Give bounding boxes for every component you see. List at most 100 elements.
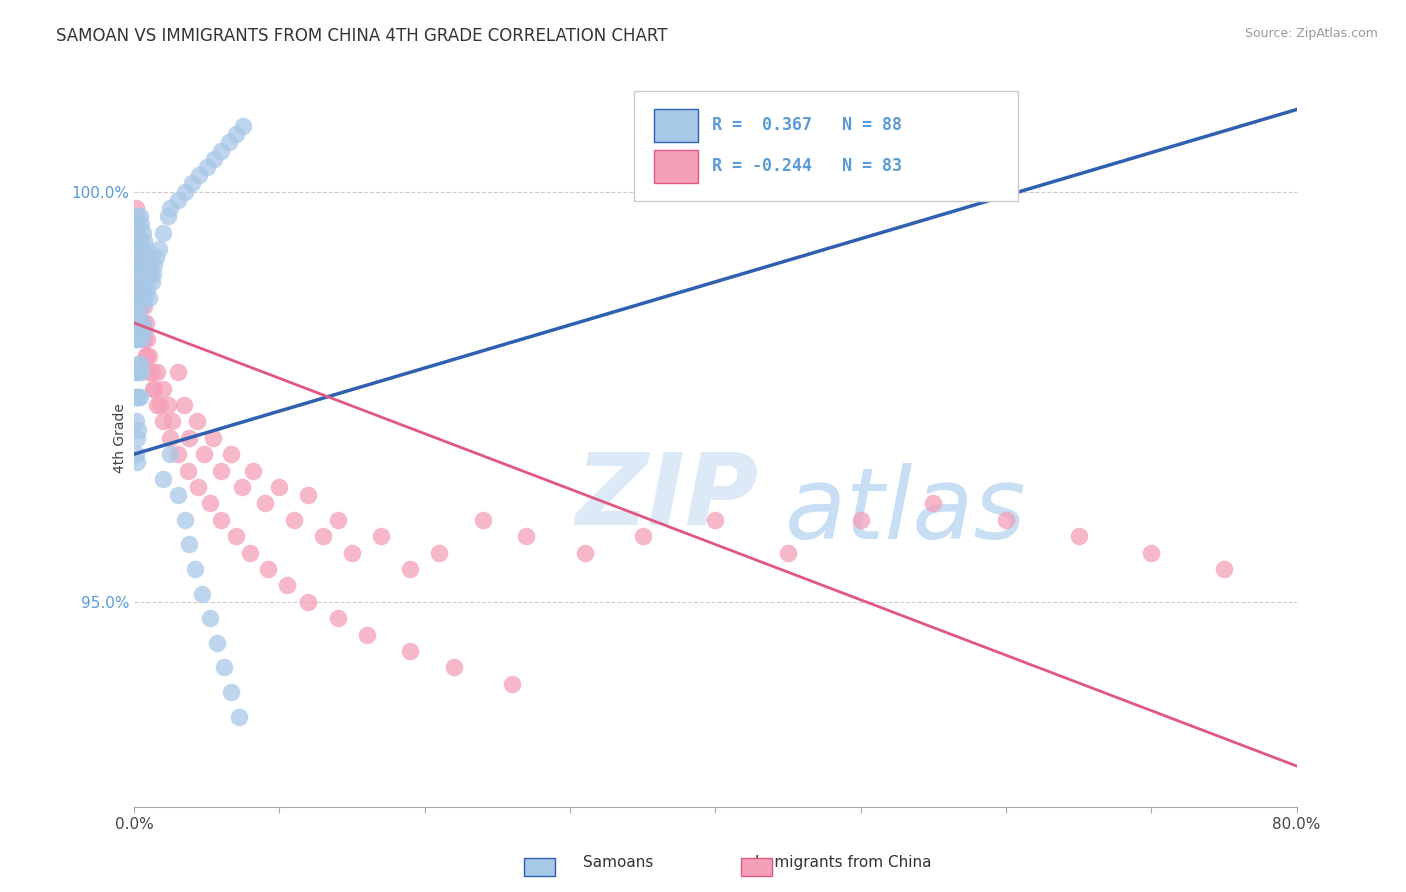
Point xyxy=(141,275,163,289)
Point xyxy=(269,480,291,494)
Point xyxy=(127,267,149,281)
Point xyxy=(209,513,232,527)
Point xyxy=(1067,529,1090,543)
Point xyxy=(129,357,152,371)
Text: SAMOAN VS IMMIGRANTS FROM CHINA 4TH GRADE CORRELATION CHART: SAMOAN VS IMMIGRANTS FROM CHINA 4TH GRAD… xyxy=(56,27,668,45)
Point xyxy=(141,365,163,379)
Point xyxy=(131,300,153,314)
Point xyxy=(129,316,152,330)
Point xyxy=(188,168,211,182)
Point xyxy=(152,382,174,396)
Point xyxy=(994,513,1017,527)
Point xyxy=(129,209,152,223)
Point xyxy=(124,267,146,281)
Point xyxy=(143,382,166,396)
Point xyxy=(125,209,148,223)
Point xyxy=(136,283,159,297)
Point xyxy=(146,365,169,379)
Point xyxy=(138,259,160,273)
Point xyxy=(209,144,232,158)
Point xyxy=(201,431,224,445)
Point xyxy=(186,414,208,428)
Point xyxy=(152,414,174,428)
Point xyxy=(187,480,209,494)
Point xyxy=(253,496,276,510)
Point xyxy=(127,234,149,248)
Point xyxy=(198,496,221,510)
Point xyxy=(131,365,153,379)
Point xyxy=(179,537,201,551)
Point xyxy=(231,480,253,494)
Point xyxy=(166,365,188,379)
Text: R = -0.244   N = 83: R = -0.244 N = 83 xyxy=(711,157,901,175)
Point xyxy=(131,242,153,256)
Point xyxy=(125,234,148,248)
Point xyxy=(127,423,149,437)
Point xyxy=(704,513,727,527)
Point xyxy=(370,529,392,543)
Point xyxy=(124,414,146,428)
Point xyxy=(326,513,349,527)
Point xyxy=(129,234,152,248)
Point xyxy=(184,562,207,576)
Point xyxy=(134,300,156,314)
Point xyxy=(131,218,153,232)
Point xyxy=(134,259,156,273)
Text: ZIP: ZIP xyxy=(576,449,759,545)
Point xyxy=(131,300,153,314)
Point xyxy=(135,242,157,256)
Point xyxy=(574,546,596,560)
Point xyxy=(132,226,155,240)
Point xyxy=(135,275,157,289)
Point xyxy=(124,234,146,248)
Point xyxy=(202,152,225,166)
Point xyxy=(127,357,149,371)
Point xyxy=(129,259,152,273)
Point xyxy=(124,365,146,379)
Point xyxy=(356,628,378,642)
Point xyxy=(326,611,349,625)
Point xyxy=(132,283,155,297)
Point xyxy=(127,267,149,281)
Point xyxy=(125,283,148,297)
Point xyxy=(256,562,278,576)
Point xyxy=(142,267,165,281)
Point xyxy=(138,365,160,379)
Point xyxy=(134,234,156,248)
Point xyxy=(179,431,201,445)
Point xyxy=(212,660,235,674)
Point xyxy=(129,250,152,264)
Point xyxy=(125,390,148,404)
Point xyxy=(443,660,465,674)
Point xyxy=(138,349,160,363)
Point xyxy=(124,267,146,281)
Point xyxy=(129,390,152,404)
Point xyxy=(340,546,363,560)
Point xyxy=(125,218,148,232)
Point xyxy=(501,677,523,691)
Point xyxy=(399,644,422,658)
Point xyxy=(138,291,160,305)
Point xyxy=(124,332,146,346)
Point xyxy=(145,250,167,264)
Point xyxy=(177,464,200,478)
FancyBboxPatch shape xyxy=(654,150,697,183)
Point xyxy=(195,160,218,174)
Point xyxy=(631,529,654,543)
Point xyxy=(129,291,152,305)
Point xyxy=(515,529,537,543)
Point xyxy=(135,349,157,363)
Point xyxy=(125,283,148,297)
Point xyxy=(129,283,152,297)
Point xyxy=(125,332,148,346)
Text: Source: ZipAtlas.com: Source: ZipAtlas.com xyxy=(1244,27,1378,40)
Point xyxy=(132,283,155,297)
Point xyxy=(124,201,146,215)
Point xyxy=(159,447,181,461)
Point xyxy=(209,464,232,478)
Point xyxy=(312,529,335,543)
Point xyxy=(471,513,494,527)
Text: R =  0.367   N = 88: R = 0.367 N = 88 xyxy=(711,116,901,135)
Point xyxy=(125,250,148,264)
Point xyxy=(193,447,215,461)
